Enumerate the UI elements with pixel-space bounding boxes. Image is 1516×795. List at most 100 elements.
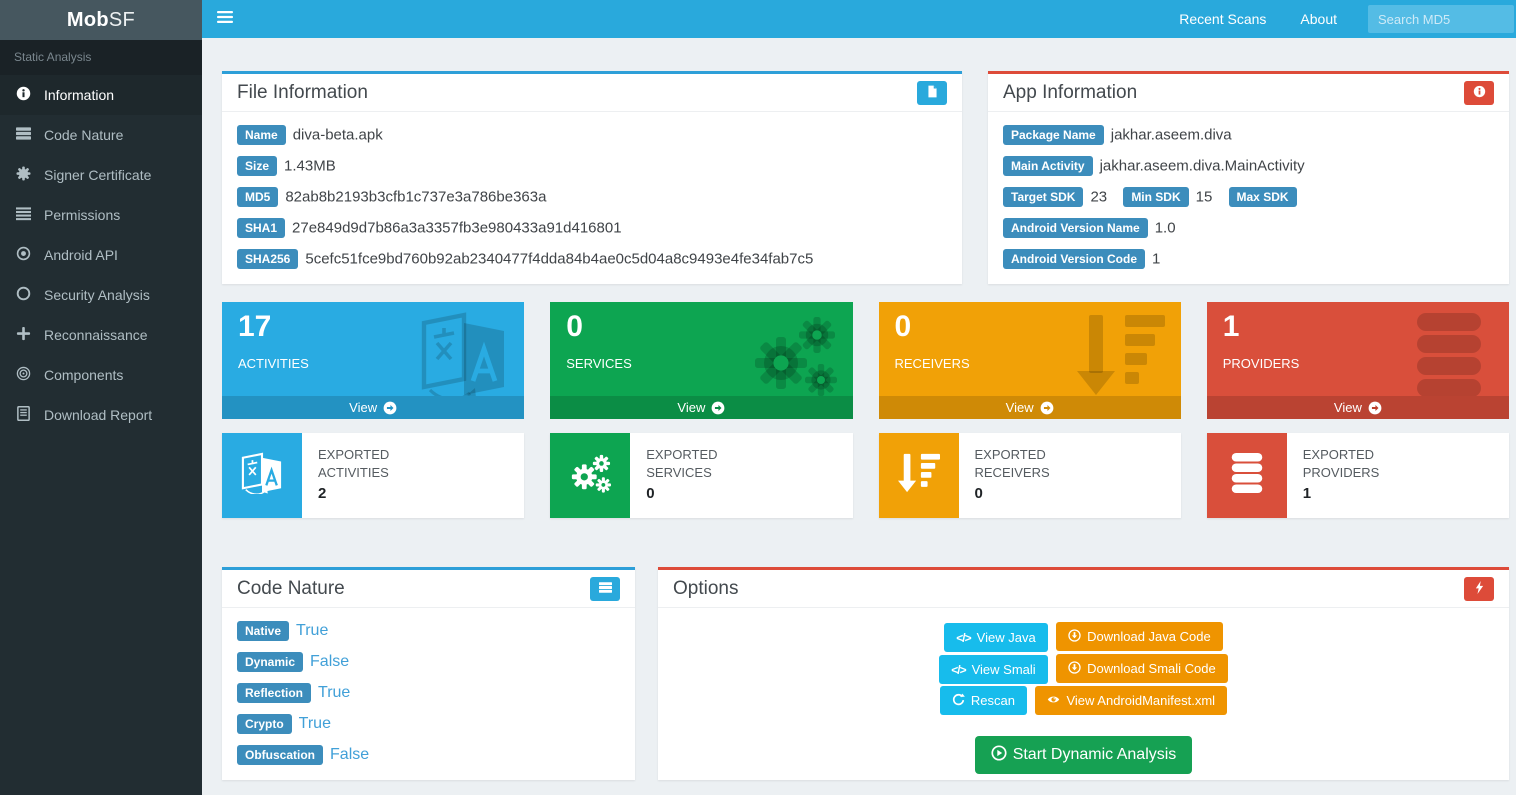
download-java-label: Download Java Code <box>1087 629 1211 644</box>
logo-text-bold: Mob <box>66 8 109 31</box>
app-info-row: Android Version Name 1.0 <box>1003 218 1494 238</box>
database-icon <box>1224 452 1270 499</box>
nav-link-about[interactable]: About <box>1300 11 1337 27</box>
sidebar-item-label: Signer Certificate <box>44 167 152 183</box>
translate-icon <box>239 452 285 499</box>
view-manifest-label: View AndroidManifest.xml <box>1066 693 1216 708</box>
field-label-badge: Dynamic <box>237 652 304 672</box>
sidebar-item-components[interactable]: Components <box>0 355 202 395</box>
sidebar-item-signer-certificate[interactable]: Signer Certificate <box>0 155 202 195</box>
sidebar-item-label: Code Nature <box>44 127 124 143</box>
refresh-icon <box>952 693 965 709</box>
field-value: 15 <box>1195 188 1213 206</box>
app-info-row: Android Version Code 1 <box>1003 249 1494 269</box>
field-value: 27e849d9d7b86a3a3357fb3e980433a91d416801 <box>292 219 622 237</box>
dot-circle-icon <box>16 246 31 264</box>
view-java-button[interactable]: </> View Java <box>944 623 1048 652</box>
sidebar-item-label: Download Report <box>44 407 153 423</box>
app-info-header-button[interactable] <box>1464 80 1494 105</box>
report-icon <box>16 406 31 424</box>
field-value: 1.43MB <box>284 157 336 175</box>
activities-view-button[interactable]: View <box>222 396 525 419</box>
providers-view-button[interactable]: View <box>1206 396 1509 419</box>
sidebar-item-label: Android API <box>44 247 118 263</box>
view-label: View <box>1333 400 1362 415</box>
bolt-icon <box>1473 580 1486 597</box>
field-label-badge: Size <box>237 156 278 176</box>
exported-line2: ACTIVITIES <box>318 465 389 480</box>
server-icon <box>16 126 31 144</box>
main-content: File Information Name diva-beta.apk Size 1… <box>202 38 1516 795</box>
receivers-view-button[interactable]: View <box>878 396 1181 419</box>
sidebar-item-label: Permissions <box>44 207 121 223</box>
field-label-badge: Min SDK <box>1123 187 1189 207</box>
sort-amount-icon <box>1071 311 1171 396</box>
view-smali-button[interactable]: </> View Smali <box>939 655 1048 684</box>
activities-count: 17 <box>238 310 272 343</box>
sidebar-section-label: Static Analysis <box>0 40 202 75</box>
field-label-badge: Reflection <box>237 683 312 703</box>
file-information-card: File Information Name diva-beta.apk Size 1… <box>222 71 962 284</box>
code-nature-header-button[interactable] <box>590 576 620 601</box>
exported-activities-box: EXPORTED ACTIVITIES 2 <box>222 433 525 518</box>
field-value: diva-beta.apk <box>292 126 383 144</box>
receivers-label: RECEIVERS <box>894 356 970 371</box>
view-manifest-button[interactable]: View AndroidManifest.xml <box>1035 686 1228 715</box>
field-label-badge: Max SDK <box>1228 187 1297 207</box>
nav-link-recent-scans[interactable]: Recent Scans <box>1179 11 1267 27</box>
app-logo[interactable]: Mob SF <box>0 0 202 40</box>
providers-tile: 1 PROVIDERS View <box>1206 302 1509 419</box>
download-icon <box>1068 660 1081 677</box>
services-view-button[interactable]: View <box>550 396 853 419</box>
sidebar-item-android-api[interactable]: Android API <box>0 235 202 275</box>
app-information-card: App Information Package Name jakhar.aseem… <box>988 71 1509 284</box>
sort-amount-icon <box>896 452 942 499</box>
download-smali-button[interactable]: Download Smali Code <box>1056 654 1228 683</box>
view-label: View <box>349 400 378 415</box>
field-label-badge: Obfuscation <box>237 745 324 765</box>
sidebar-item-security-analysis[interactable]: Security Analysis <box>0 275 202 315</box>
sidebar-item-reconnaissance[interactable]: Reconnaissance <box>0 315 202 355</box>
providers-count: 1 <box>1222 310 1240 343</box>
gears-icon <box>743 311 843 396</box>
rescan-button[interactable]: Rescan <box>939 686 1027 715</box>
download-icon <box>1068 628 1081 645</box>
sidebar-item-label: Information <box>44 87 115 103</box>
translate-icon <box>414 311 514 396</box>
app-information-title: App Information <box>1003 81 1138 103</box>
services-label: SERVICES <box>566 356 632 371</box>
play-circle-icon <box>991 744 1007 766</box>
circle-icon <box>16 286 31 304</box>
exported-count: 1 <box>1302 485 1312 502</box>
search-input[interactable] <box>1368 5 1514 33</box>
field-value: True <box>296 622 329 639</box>
options-header-button[interactable] <box>1464 576 1494 601</box>
field-label-badge: Name <box>237 125 286 145</box>
activities-tile: 17 ACTIVITIES View <box>222 302 525 419</box>
field-value: 82ab8b2193b3cfb1c737e3a786be363a <box>285 188 547 206</box>
options-title: Options <box>673 577 739 599</box>
sidebar-item-code-nature[interactable]: Code Nature <box>0 115 202 155</box>
sidebar-item-information[interactable]: Information <box>0 75 202 115</box>
file-info-header-button[interactable] <box>917 80 947 105</box>
file-icon <box>926 85 939 101</box>
start-dynamic-analysis-button[interactable]: Start Dynamic Analysis <box>974 736 1193 774</box>
code-nature-row: Native True <box>237 621 620 641</box>
code-icon: </> <box>951 662 966 677</box>
file-info-row: Name diva-beta.apk <box>237 125 947 145</box>
download-java-button[interactable]: Download Java Code <box>1056 622 1223 651</box>
file-information-title: File Information <box>237 81 368 103</box>
sidebar-item-download-report[interactable]: Download Report <box>0 395 202 435</box>
exported-line2: RECEIVERS <box>974 465 1050 480</box>
rescan-label: Rescan <box>970 693 1015 708</box>
arrow-circle-right-icon <box>711 401 725 415</box>
menu-toggle-button[interactable] <box>202 0 248 38</box>
field-value: 5cefc51fce9bd760b92ab2340477f4dda84b4ae0… <box>305 250 814 268</box>
sidebar-item-permissions[interactable]: Permissions <box>0 195 202 235</box>
view-java-label: View Java <box>976 630 1036 645</box>
database-icon <box>1399 311 1499 396</box>
exported-count: 0 <box>646 485 655 502</box>
field-value: 23 <box>1090 188 1108 206</box>
exported-line1: EXPORTED <box>1302 447 1375 462</box>
code-icon: </> <box>956 630 971 645</box>
